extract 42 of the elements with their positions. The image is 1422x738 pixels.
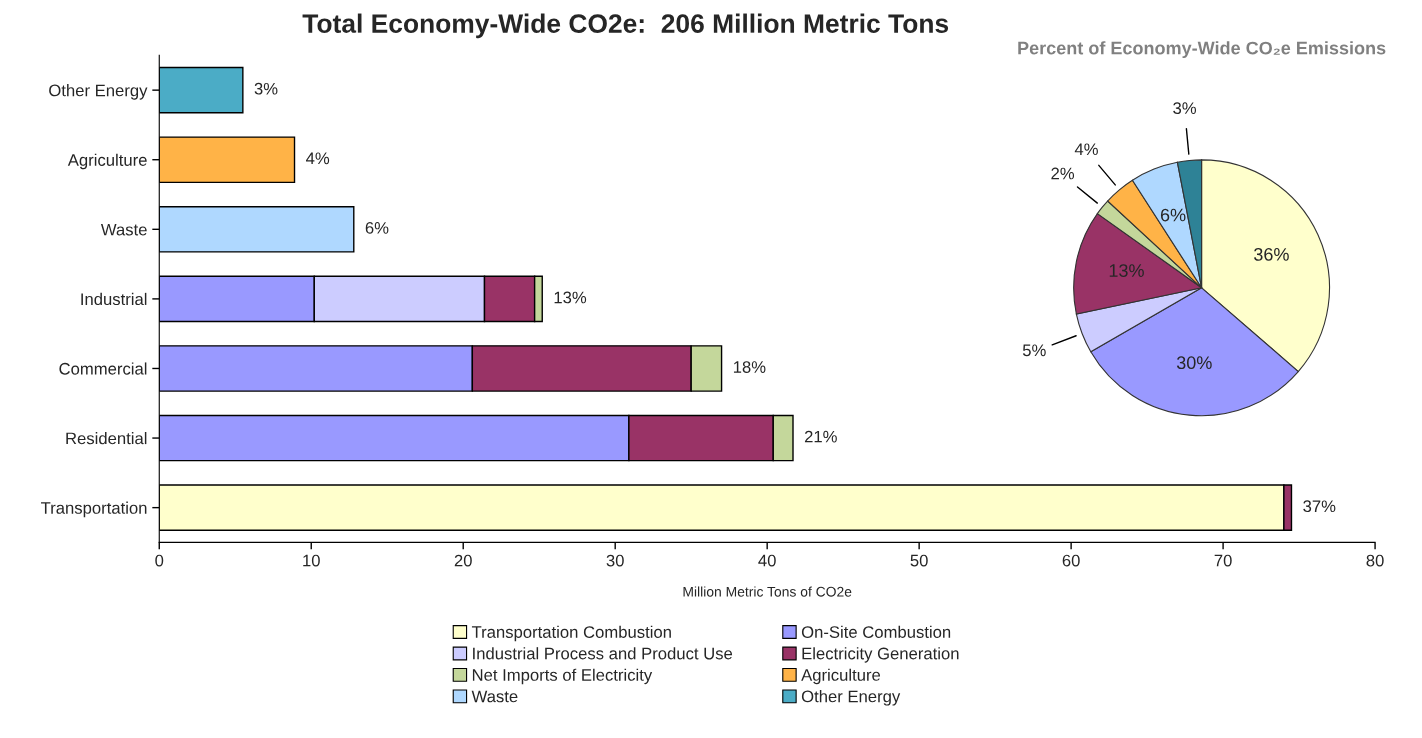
annotation: 21% (804, 430, 837, 443)
data-label: 3% (1173, 102, 1197, 115)
legend-label: Industrial Process and Product Use (473, 647, 733, 660)
chart-title: Total Economy-Wide CO2e: 206 Million Metric Tons (302, 13, 949, 39)
y-tick-label: Agriculture (67, 153, 147, 170)
data-label: 6% (1160, 208, 1186, 222)
legend-label: Agriculture (801, 668, 881, 685)
legend-label: Electricity Generation (802, 647, 959, 663)
data-label: 2% (1051, 167, 1075, 180)
y-tick-label: Other Energy (49, 84, 148, 100)
x-tick-label: 50 (910, 554, 928, 567)
y-tick-label: Residential (66, 432, 147, 445)
x-tick-label: 30 (606, 554, 624, 567)
x-tick-label: 20 (454, 554, 472, 567)
data-label: 13% (1109, 264, 1144, 277)
y-tick-label: Waste (100, 223, 147, 236)
legend-label: Waste (471, 690, 518, 703)
annotation: 3% (254, 82, 278, 95)
chart-title: Percent of Economy-Wide CO₂e Emissions (1018, 41, 1386, 59)
annotation: 13% (554, 291, 587, 304)
y-tick-label: Transportation (41, 501, 147, 518)
x-tick-label: 80 (1366, 554, 1384, 567)
annotation: 6% (365, 221, 389, 234)
x-tick-label: 0 (155, 554, 164, 567)
data-label: 5% (1022, 344, 1046, 357)
x-tick-label: 40 (758, 554, 776, 567)
y-tick-label: Commercial (59, 362, 147, 375)
legend-label: Other Energy (801, 690, 901, 706)
legend-label: Transportation Combustion (471, 625, 671, 642)
annotation: 37% (1303, 500, 1336, 513)
y-tick-label: Industrial (81, 292, 147, 306)
x-tick-label: 70 (1214, 554, 1232, 567)
x-tick-label: 10 (303, 554, 320, 567)
legend-label: Net Imports of Electricity (472, 668, 653, 685)
legend-label: On-Site Combustion (801, 625, 951, 638)
x-axis-title: Million Metric Tons of CO2e (683, 586, 852, 597)
data-label: 4% (1074, 143, 1098, 156)
x-tick-label: 60 (1062, 554, 1080, 567)
annotation: 4% (306, 152, 330, 165)
data-label: 30% (1176, 356, 1212, 370)
annotation: 18% (733, 361, 766, 373)
data-label: 36% (1254, 248, 1289, 261)
